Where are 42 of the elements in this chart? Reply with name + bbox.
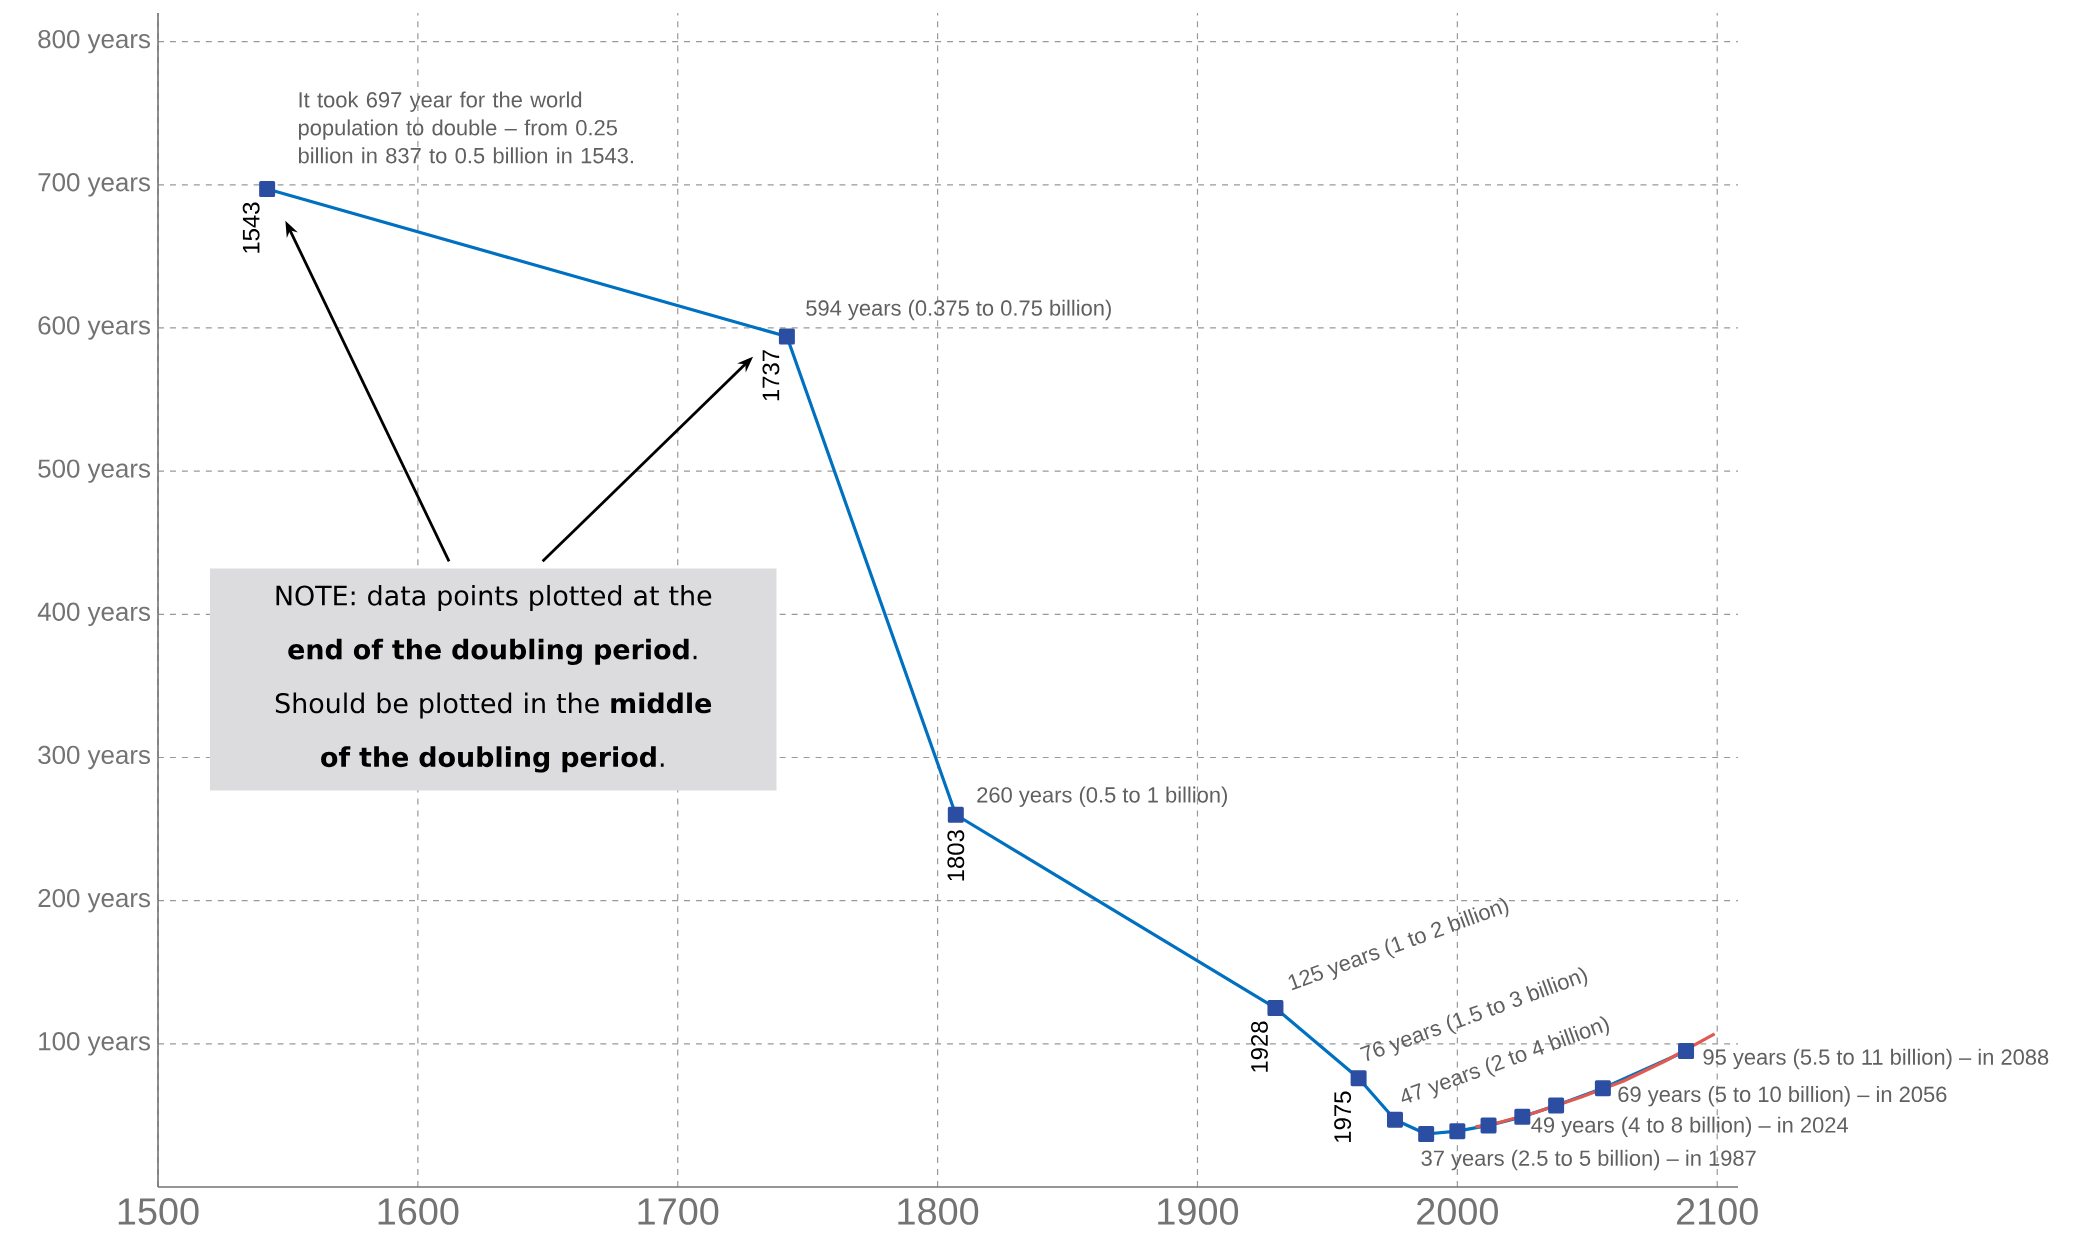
point — [1267, 1000, 1284, 1017]
annotation: 1543 — [242, 202, 260, 253]
y-tick-label: 800 years — [38, 29, 150, 54]
x-tick-label: 2100 — [1677, 1198, 1758, 1225]
annotation: It took 697 year for the world population to double – from 0.25 billion in 837 to 0.5 billion in 1543. — [298, 91, 633, 164]
x-tick-label: 1600 — [378, 1198, 459, 1225]
annotation: 1803 — [947, 830, 965, 881]
point — [1386, 1111, 1403, 1128]
x-tick-label: 2000 — [1417, 1198, 1498, 1225]
point — [778, 328, 795, 345]
point — [1548, 1097, 1565, 1114]
x-tick-label: 1800 — [898, 1198, 979, 1225]
point — [1449, 1123, 1466, 1140]
annotation: 1928 — [1250, 1021, 1268, 1072]
annotation: 37 years (2.5 to 5 billion) – in 1987 — [1421, 1149, 1756, 1171]
annotation: 260 years (0.5 to 1 billion) — [977, 786, 1227, 807]
x-tick-label: 1700 — [638, 1198, 719, 1225]
annotation: 1737 — [762, 350, 780, 401]
y-tick-label: 700 years — [38, 173, 150, 197]
y-tick-label: 200 years — [38, 888, 150, 913]
annotation: 594 years (0.375 to 0.75 billion) — [806, 299, 1111, 321]
x-tick-label: 1900 — [1158, 1198, 1239, 1225]
annotation: 1975 — [1334, 1091, 1352, 1142]
point — [259, 181, 276, 198]
y-tick-label: 600 years — [38, 316, 150, 340]
annotation: 95 years (5.5 to 11 billion) – in 2088 — [1703, 1048, 2049, 1070]
annotation: 125 years (1 to 2 billion) — [1288, 897, 1509, 991]
y-tick-label: 100 years — [39, 1032, 150, 1056]
point — [1514, 1108, 1531, 1125]
x-tick-label: 1500 — [118, 1198, 199, 1225]
y-tick-label: 500 years — [38, 459, 150, 483]
point — [947, 806, 964, 823]
point — [1594, 1080, 1611, 1097]
point — [1480, 1117, 1497, 1134]
annotation: 49 years (4 to 8 billion) – in 2024 — [1531, 1116, 1848, 1138]
annotation: 69 years (5 to 10 billion) – in 2056 — [1618, 1086, 1947, 1107]
text: NOTE: data points plotted at the end of the doubling period. Should be plotted in the middle of the doubling period. — [275, 584, 712, 773]
y-tick-label: 400 years — [37, 602, 150, 627]
point — [1350, 1070, 1367, 1087]
point — [1418, 1126, 1435, 1143]
point — [1678, 1042, 1695, 1059]
y-tick-label: 300 years — [38, 745, 150, 770]
